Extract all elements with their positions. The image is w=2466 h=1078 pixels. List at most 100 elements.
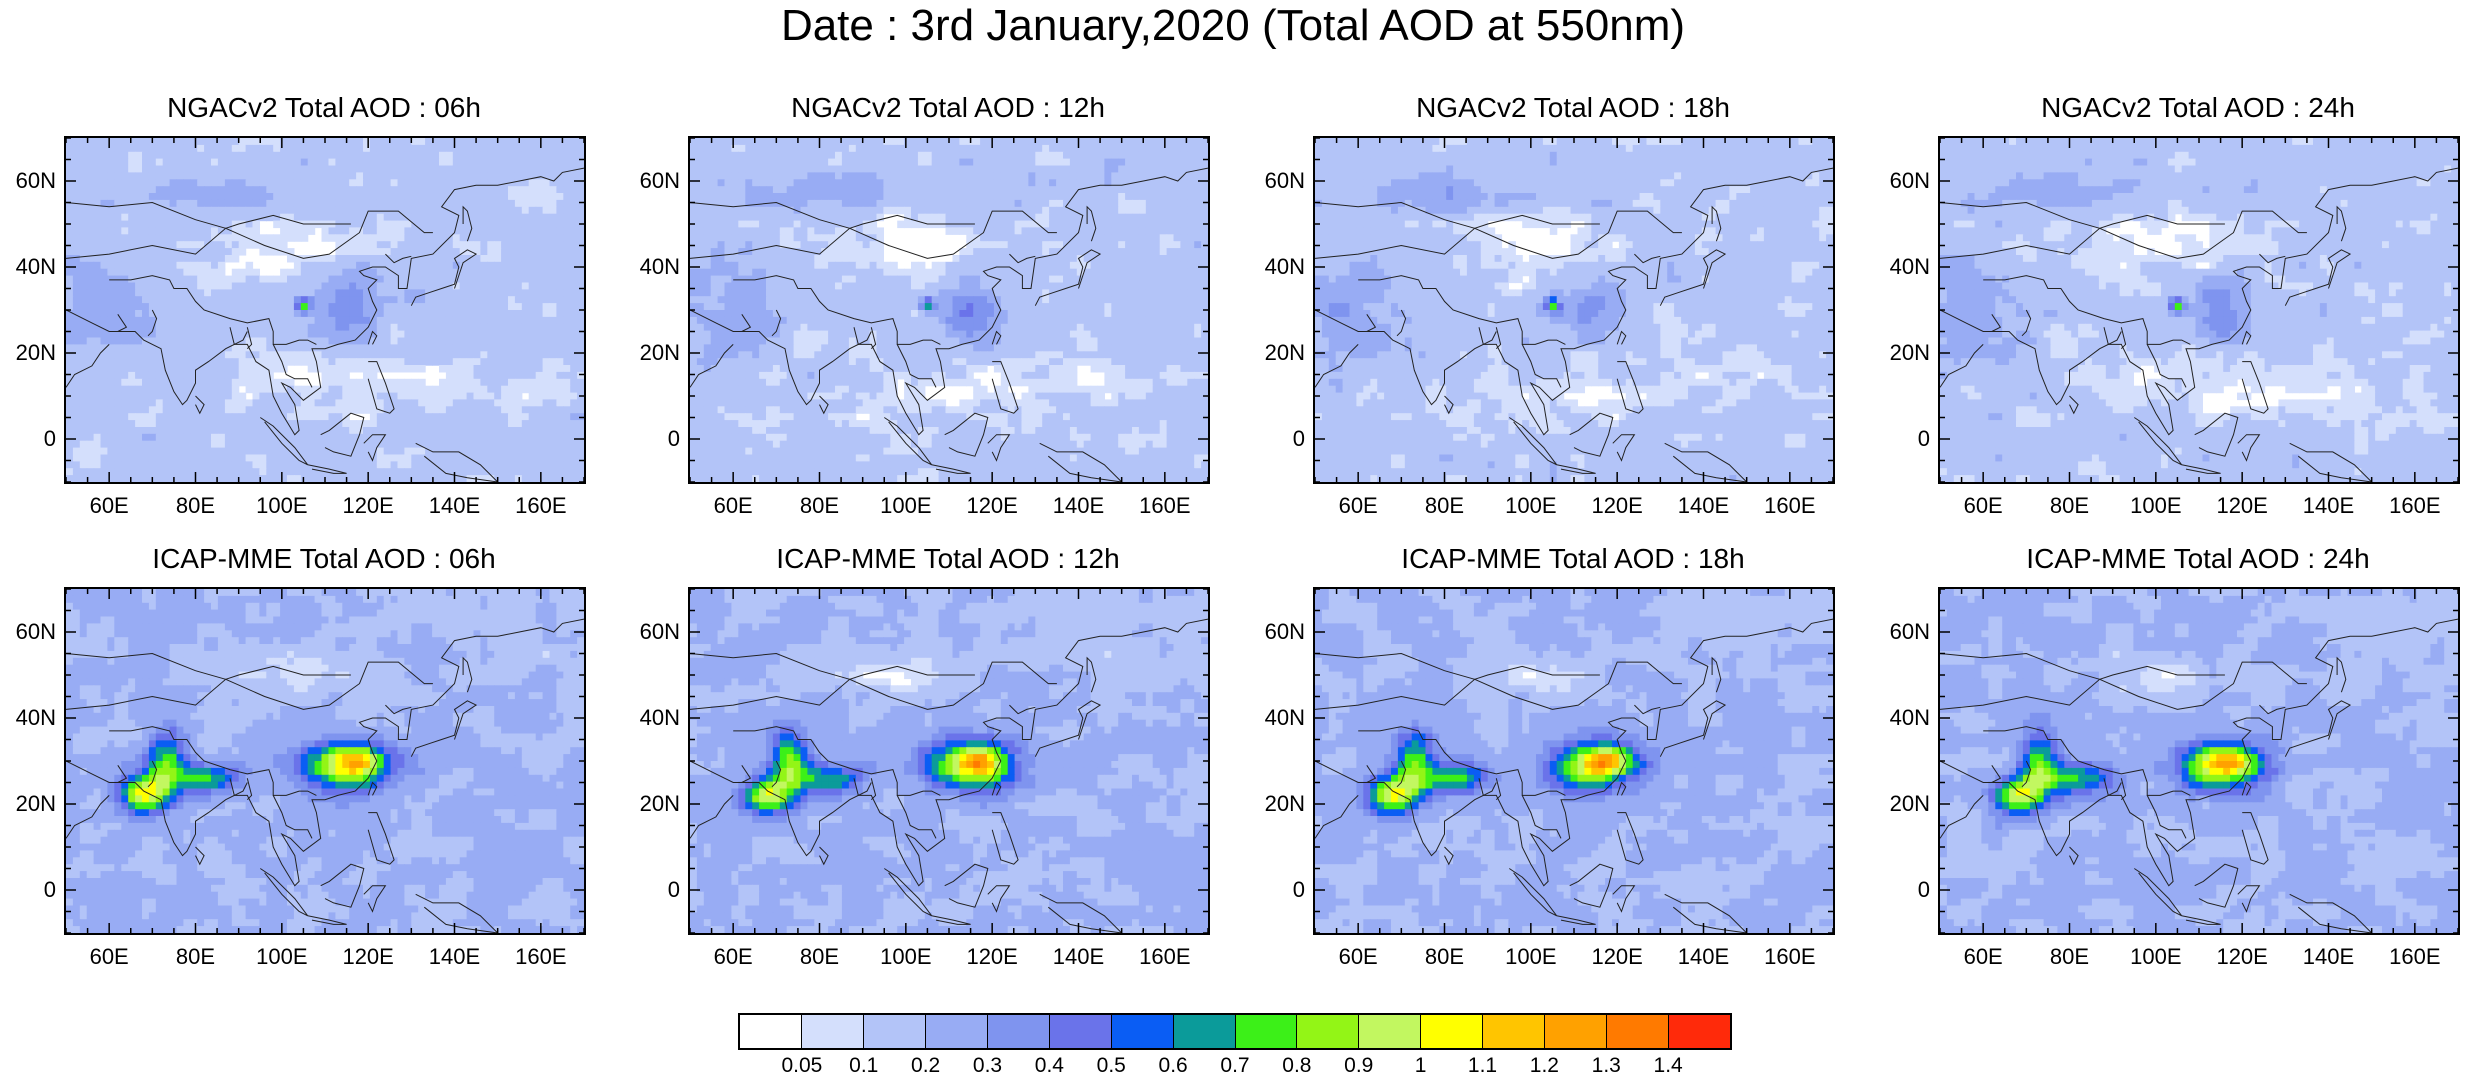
lat-tick-label: 60N [1257,620,1305,644]
lon-tick-label: 120E [957,494,1027,518]
lon-tick-label: 100E [247,494,317,518]
colorbar-swatch [1050,1015,1112,1048]
lon-tick-label: 140E [1044,494,1114,518]
lon-tick-label: 100E [247,945,317,969]
lon-tick-label: 80E [161,945,231,969]
lon-tick-label: 140E [2294,945,2364,969]
lon-tick-label: 60E [74,945,144,969]
aod-map-panel [1313,136,1835,484]
lon-tick-label: 60E [74,494,144,518]
lat-tick-label: 40N [632,706,680,730]
colorbar-label: 0.3 [958,1054,1018,1078]
colorbar-label: 0.6 [1143,1054,1203,1078]
lat-tick-label: 20N [1257,792,1305,816]
lon-tick-label: 60E [1323,494,1393,518]
lon-tick-label: 160E [1755,945,1825,969]
lon-tick-label: 60E [1948,494,2018,518]
panel-title: NGACv2 Total AOD : 18h [1313,92,1833,124]
lon-tick-label: 140E [1044,945,1114,969]
aod-map [66,589,584,933]
lon-tick-label: 120E [1582,494,1652,518]
aod-field [66,589,584,933]
colorbar-swatch [1359,1015,1421,1048]
lon-tick-label: 160E [2380,494,2450,518]
lat-tick-label: 20N [1257,341,1305,365]
lon-tick-label: 60E [1948,945,2018,969]
colorbar-label: 1.2 [1514,1054,1574,1078]
colorbar-swatch [1297,1015,1359,1048]
panel-title: ICAP-MME Total AOD : 12h [688,543,1208,575]
panel-title: NGACv2 Total AOD : 06h [64,92,584,124]
aod-field [1315,589,1833,933]
colorbar-swatch [864,1015,926,1048]
lat-tick-label: 60N [8,620,56,644]
aod-field [1315,138,1833,482]
aod-map [1940,589,2458,933]
lat-tick-label: 60N [632,169,680,193]
lat-tick-label: 0 [1882,427,1930,451]
colorbar-swatch [988,1015,1050,1048]
aod-map-panel [688,136,1210,484]
colorbar-swatch [1112,1015,1174,1048]
lat-tick-label: 40N [1882,255,1930,279]
colorbar [738,1013,1732,1050]
lon-tick-label: 160E [1130,945,1200,969]
lon-tick-label: 80E [1410,945,1480,969]
colorbar-swatch [802,1015,864,1048]
lon-tick-label: 60E [1323,945,1393,969]
aod-field [690,589,1208,933]
colorbar-label: 1.4 [1638,1054,1698,1078]
lon-tick-label: 160E [506,494,576,518]
lat-tick-label: 0 [632,427,680,451]
lon-tick-label: 120E [333,945,403,969]
colorbar-swatch [1483,1015,1545,1048]
aod-map-panel [1938,136,2460,484]
colorbar-swatch [1669,1015,1730,1048]
aod-map [1315,589,1833,933]
lat-tick-label: 0 [632,878,680,902]
colorbar-label: 0.9 [1329,1054,1389,1078]
lat-tick-label: 20N [632,341,680,365]
aod-map-panel [1313,587,1835,935]
lat-tick-label: 60N [8,169,56,193]
lat-tick-label: 40N [1257,706,1305,730]
lon-tick-label: 120E [2207,494,2277,518]
lon-tick-label: 140E [1669,945,1739,969]
lon-tick-label: 140E [1669,494,1739,518]
aod-field [1940,589,2458,933]
aod-map [690,138,1208,482]
colorbar-label: 0.2 [896,1054,956,1078]
lon-tick-label: 140E [2294,494,2364,518]
colorbar-swatch [1421,1015,1483,1048]
colorbar-swatch [926,1015,988,1048]
lon-tick-label: 60E [698,494,768,518]
colorbar-swatch [1174,1015,1236,1048]
lat-tick-label: 20N [8,792,56,816]
lon-tick-label: 160E [506,945,576,969]
colorbar-label: 0.1 [834,1054,894,1078]
aod-field [690,138,1208,482]
lon-tick-label: 100E [2121,945,2191,969]
colorbar-label: 1.3 [1576,1054,1636,1078]
colorbar-label: 1 [1391,1054,1451,1078]
lon-tick-label: 100E [871,494,941,518]
colorbar-swatch [740,1015,802,1048]
colorbar-label: 0.7 [1205,1054,1265,1078]
colorbar-label: 0.4 [1019,1054,1079,1078]
lat-tick-label: 40N [8,255,56,279]
colorbar-swatch [1607,1015,1669,1048]
lon-tick-label: 60E [698,945,768,969]
lon-tick-label: 100E [1496,494,1566,518]
panel-title: ICAP-MME Total AOD : 06h [64,543,584,575]
lon-tick-label: 120E [2207,945,2277,969]
lat-tick-label: 60N [632,620,680,644]
lat-tick-label: 0 [8,878,56,902]
aod-map-panel [64,136,586,484]
panel-title: ICAP-MME Total AOD : 18h [1313,543,1833,575]
lon-tick-label: 100E [1496,945,1566,969]
lon-tick-label: 160E [2380,945,2450,969]
lat-tick-label: 40N [632,255,680,279]
aod-map [66,138,584,482]
lon-tick-label: 160E [1130,494,1200,518]
colorbar-label: 1.1 [1453,1054,1513,1078]
